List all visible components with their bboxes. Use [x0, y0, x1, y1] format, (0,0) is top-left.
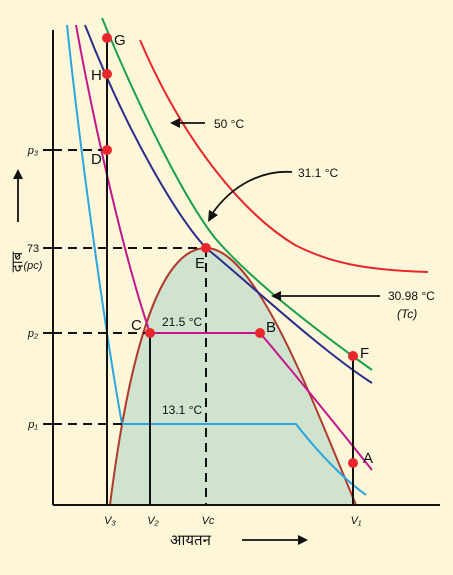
- isotherm-31-1-label: 31.1 °C: [298, 166, 338, 180]
- point-a-label: A: [363, 450, 373, 467]
- point-a-marker: [348, 458, 358, 468]
- p2-label: p₂: [27, 328, 39, 340]
- point-f-marker: [348, 351, 358, 361]
- isotherm-13-1-label: 13.1 °C: [162, 403, 202, 417]
- point-g-label: G: [114, 32, 126, 49]
- y-axis-title: दाब: [9, 251, 26, 272]
- point-b-label: B: [266, 319, 276, 336]
- isotherm-tc-label: (Tc): [397, 307, 417, 321]
- isotherm-50: [139, 39, 429, 273]
- point-c-marker: [145, 328, 155, 338]
- p1-label: p₁: [27, 419, 38, 431]
- pc-label: (pc): [24, 260, 43, 272]
- point-d-marker: [102, 145, 112, 155]
- p3-label: p₃: [27, 145, 39, 157]
- point-g-marker: [102, 33, 112, 43]
- v1-label: V₁: [351, 515, 362, 527]
- arrow-50c: [170, 118, 205, 128]
- point-c-label: C: [131, 317, 142, 334]
- isotherm-30-98-label: 30.98 °C: [388, 289, 435, 303]
- vc-label: Vc: [202, 515, 215, 527]
- arrow-31-1c: [208, 171, 293, 222]
- point-h-label: H: [91, 67, 102, 84]
- two-phase-region: [108, 246, 358, 506]
- pc-value-label: 73: [27, 243, 39, 255]
- y-axis-arrow: [13, 169, 23, 222]
- point-e-marker: [201, 243, 211, 253]
- point-d-label: D: [91, 151, 102, 168]
- v2-label: V₂: [147, 515, 159, 527]
- arrow-30-98c: [271, 291, 380, 301]
- x-axis-arrow: [242, 535, 308, 545]
- point-h-marker: [102, 69, 112, 79]
- isotherm-31-1: [101, 17, 373, 371]
- isotherm-21-5-label: 21.5 °C: [162, 315, 202, 329]
- point-f-label: F: [360, 345, 369, 362]
- isotherm-50-label: 50 °C: [214, 117, 244, 131]
- point-e-label: E: [195, 255, 205, 272]
- isotherm-13-1: [66, 24, 367, 496]
- v3-label: V₃: [104, 515, 116, 527]
- x-axis-title: आयतन: [170, 532, 212, 549]
- isotherm-21-5: [75, 24, 373, 471]
- point-b-marker: [255, 328, 265, 338]
